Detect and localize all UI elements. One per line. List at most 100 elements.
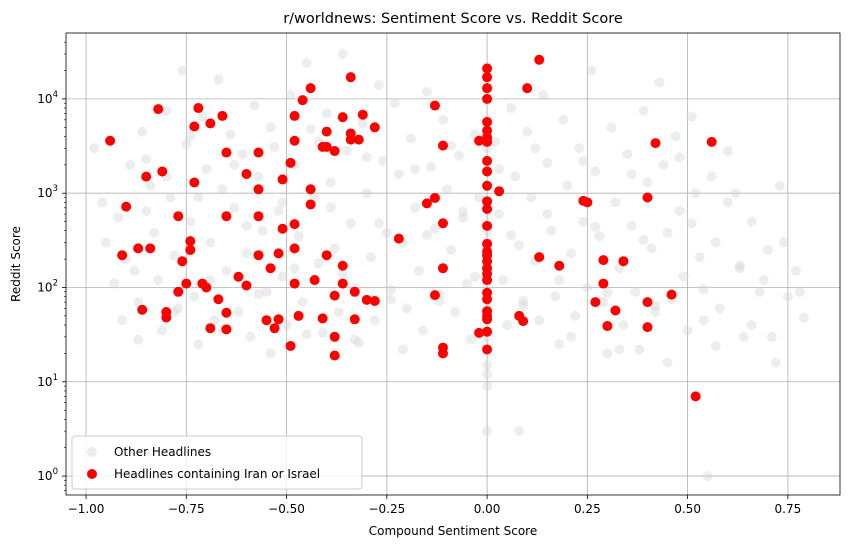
y-tick-label: 104 [37, 90, 58, 106]
point-other [722, 197, 733, 208]
point-other [662, 357, 673, 368]
point-iran-israel [221, 307, 232, 318]
point-other [181, 139, 192, 150]
point-other [229, 202, 240, 213]
point-other [698, 315, 709, 326]
point-other [305, 123, 316, 134]
point-iran-israel [518, 316, 529, 327]
point-other [381, 227, 392, 238]
point-other [425, 161, 436, 172]
point-other [393, 168, 404, 179]
x-tick-label: −1.00 [68, 502, 105, 516]
point-other [325, 177, 336, 188]
point-other [758, 275, 769, 286]
point-iran-israel [650, 138, 661, 149]
point-iran-israel [273, 314, 284, 325]
point-other [798, 312, 809, 323]
point-iran-israel [369, 122, 380, 133]
point-iran-israel [117, 250, 128, 261]
legend: Other Headlines Headlines containing Ira… [71, 435, 363, 490]
point-other [373, 218, 384, 229]
point-iran-israel [590, 297, 601, 308]
point-other [506, 230, 517, 241]
point-iran-israel [289, 110, 300, 121]
point-other [706, 171, 717, 182]
point-iran-israel [666, 289, 677, 300]
point-other [638, 234, 649, 245]
point-iran-israel [706, 136, 717, 147]
point-other [113, 212, 124, 223]
point-iran-israel [273, 248, 284, 259]
point-other [482, 381, 493, 392]
point-iran-israel [205, 323, 216, 334]
point-other [257, 225, 268, 236]
point-other [502, 320, 513, 331]
point-iran-israel [602, 321, 613, 332]
point-other [333, 306, 344, 317]
point-other [494, 164, 505, 175]
point-other [197, 111, 208, 122]
point-iran-israel [177, 256, 188, 267]
point-iran-israel [482, 155, 493, 166]
point-iran-israel [321, 141, 332, 152]
legend-label-iran: Headlines containing Iran or Israel [114, 467, 320, 481]
point-other [261, 286, 272, 297]
point-other [554, 275, 565, 286]
point-iran-israel [157, 166, 168, 177]
point-other [317, 327, 328, 338]
point-other [361, 152, 372, 163]
point-iran-israel [494, 186, 505, 197]
point-other [794, 286, 805, 297]
point-iran-israel [317, 313, 328, 324]
point-other [421, 230, 432, 241]
point-other [273, 205, 284, 216]
point-iran-israel [482, 203, 493, 214]
point-other [233, 306, 244, 317]
point-iran-israel [337, 112, 348, 123]
point-other [221, 265, 232, 276]
point-other [614, 344, 625, 355]
point-iran-israel [297, 95, 308, 106]
point-other [474, 192, 485, 203]
point-iran-israel [285, 340, 296, 351]
point-other [594, 231, 605, 242]
point-other [586, 65, 597, 76]
point-other [337, 48, 348, 59]
point-other [598, 297, 609, 308]
point-other [345, 218, 356, 229]
point-other [349, 334, 360, 345]
point-other [782, 291, 793, 302]
point-other [618, 320, 629, 331]
point-iran-israel [221, 324, 232, 335]
point-iran-israel [253, 250, 264, 261]
x-tick-label: −0.25 [368, 502, 405, 516]
point-other [522, 126, 533, 137]
point-other [574, 143, 585, 154]
y-tick-label: 101 [37, 373, 58, 389]
point-iran-israel [345, 72, 356, 83]
point-other [145, 180, 156, 191]
point-other [205, 237, 216, 248]
point-iran-israel [429, 192, 440, 203]
point-other [506, 103, 517, 114]
point-iran-israel [153, 104, 164, 115]
point-other [205, 275, 216, 286]
point-other [746, 320, 757, 331]
point-other [514, 426, 525, 437]
point-other [429, 223, 440, 234]
point-other [441, 184, 452, 195]
point-iran-israel [349, 286, 360, 297]
legend-marker-other [87, 447, 97, 457]
point-other [225, 129, 236, 140]
point-other [674, 205, 685, 216]
point-other [169, 250, 180, 261]
point-other [237, 149, 248, 160]
point-iran-israel [321, 250, 332, 261]
point-iran-israel [642, 322, 653, 333]
point-iran-israel [482, 83, 493, 94]
point-other [518, 295, 529, 306]
legend-marker-iran [87, 469, 97, 479]
point-other [265, 348, 276, 359]
point-other [570, 310, 581, 321]
point-iran-israel [690, 391, 701, 402]
